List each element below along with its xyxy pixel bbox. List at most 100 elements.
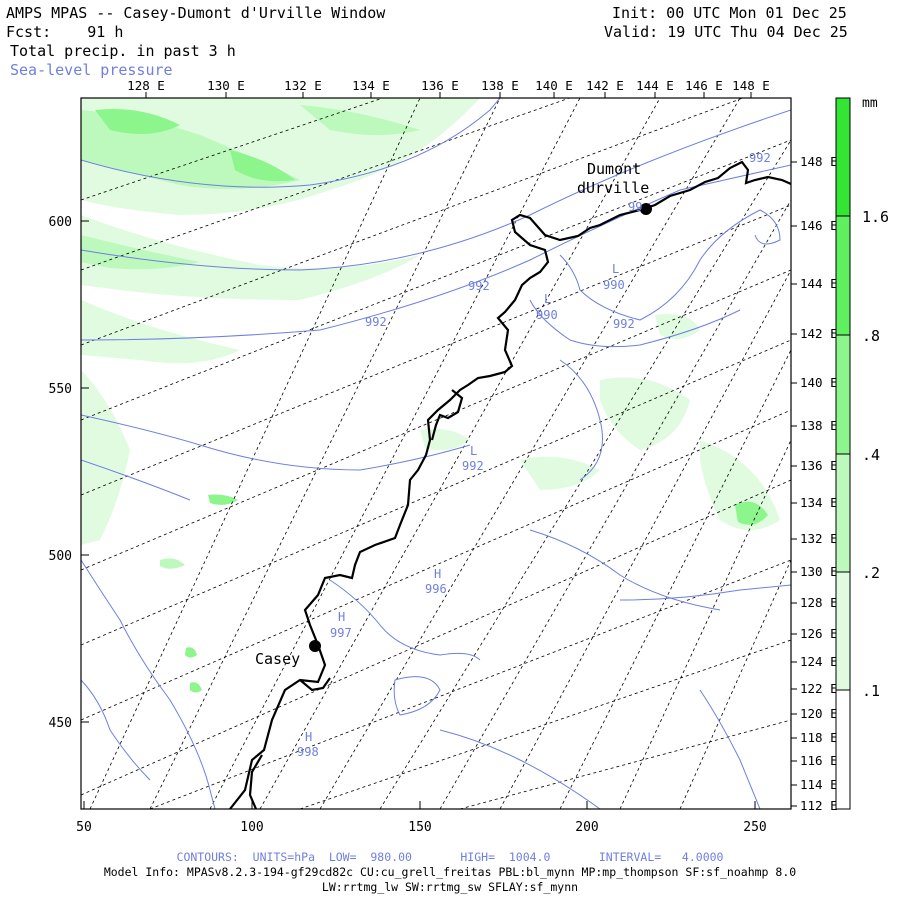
- overlay-name: Sea-level pressure: [10, 61, 173, 79]
- lon-top-label: 128 E: [127, 78, 165, 93]
- contour-label: 997: [330, 626, 352, 640]
- map-frame: [80, 97, 792, 810]
- stations: Dumont dUrville Casey: [255, 160, 652, 668]
- lon-right-label: 124 E: [800, 654, 838, 669]
- lon-right-label: 148 E: [800, 154, 838, 169]
- lon-right-label: 140 E: [800, 375, 838, 390]
- map-title: AMPS MPAS -- Casey-Dumont d'Urville Wind…: [6, 4, 386, 22]
- parallel-line: [81, 339, 791, 646]
- lon-right-label: 122 E: [800, 681, 838, 696]
- station-label-durville: dUrville: [577, 179, 649, 197]
- center-marker: L: [544, 292, 551, 306]
- colorbar-swatch: [836, 572, 850, 690]
- lon-top-label: 148 E: [732, 78, 770, 93]
- center-marker: H: [338, 610, 345, 624]
- contour-label: 992: [468, 279, 490, 293]
- field-name: Total precip. in past 3 h: [10, 42, 236, 60]
- lon-right-label: 114 E: [800, 777, 838, 792]
- lon-top-label: 134 E: [352, 78, 390, 93]
- contour-label: 992: [749, 151, 771, 165]
- lon-top-label: 146 E: [685, 78, 723, 93]
- meridian-line: [499, 269, 791, 809]
- y-tick-label: 550: [49, 382, 72, 397]
- station-dot-dumont: [640, 203, 652, 215]
- parallel-line: [149, 559, 791, 809]
- station-label-casey: Casey: [255, 650, 300, 668]
- lon-top-label: 136 E: [421, 78, 459, 93]
- axes: 50 100 150 200 250 450 500 550 600 128 E 130 E 132 …: [49, 78, 838, 835]
- lon-right-label: 146 E: [800, 218, 838, 233]
- lon-right-label: 112 E: [800, 798, 838, 813]
- model-info-physics: LW:rrtmg_lw SW:rrtmg_sw SFLAY:sf_mynn: [321, 880, 579, 894]
- lon-top-label: 142 E: [586, 78, 624, 93]
- contour-label: 992: [613, 317, 635, 331]
- contour-label: 992: [462, 459, 484, 473]
- contour-label: 99: [628, 200, 642, 214]
- meridian-line: [379, 139, 791, 809]
- meridian-line: [619, 439, 791, 809]
- lon-top-label: 132 E: [284, 78, 322, 93]
- colorbar-swatch: [836, 454, 850, 572]
- lon-right-label: 142 E: [800, 326, 838, 341]
- x-tick-label: 150: [408, 820, 431, 835]
- x-tick-label: 250: [743, 820, 766, 835]
- colorbar-swatch: [836, 690, 850, 809]
- forecast-hour: Fcst: 91 h: [6, 23, 124, 41]
- colorbar-unit: mm: [862, 96, 878, 111]
- lat-lon-grid: [81, 98, 791, 809]
- parallel-line: [81, 139, 791, 421]
- lon-right-label: 134 E: [800, 495, 838, 510]
- parallel-line: [81, 204, 791, 496]
- lon-right-label: 144 E: [800, 276, 838, 291]
- contour-labels: 992 992 992 992 99 990 990 992 996 997 9…: [297, 151, 771, 759]
- colorbar-label: .4: [862, 446, 880, 464]
- x-tick-label: 50: [76, 820, 92, 835]
- colorbar-swatch: [836, 98, 850, 216]
- parallel-line: [299, 639, 791, 809]
- station-label-dumont: Dumont: [587, 160, 641, 178]
- center-marker: H: [434, 567, 441, 581]
- lon-right-label: 116 E: [800, 753, 838, 768]
- colorbar-label: .2: [862, 564, 880, 582]
- x-tick-label: 100: [240, 820, 263, 835]
- colorbar-swatch: [836, 216, 850, 335]
- lon-right-label: 118 E: [800, 730, 838, 745]
- lon-right-label: 136 E: [800, 458, 838, 473]
- lon-right-label: 128 E: [800, 595, 838, 610]
- lon-right-label: 120 E: [800, 706, 838, 721]
- lon-right-label: 132 E: [800, 531, 838, 546]
- contour-label: 990: [536, 308, 558, 322]
- station-dot-casey: [309, 640, 321, 652]
- y-tick-label: 600: [49, 215, 72, 230]
- pressure-contours: [81, 98, 791, 809]
- colorbar-label: 1.6: [862, 208, 889, 226]
- meridian-line: [149, 98, 501, 809]
- lon-top-label: 138 E: [481, 78, 519, 93]
- lon-top-label: 130 E: [207, 78, 245, 93]
- meridian-line: [89, 98, 421, 809]
- contour-label: 992: [365, 315, 387, 329]
- x-tick-label: 200: [575, 820, 598, 835]
- center-marker: H: [305, 730, 312, 744]
- y-tick-label: 500: [49, 549, 72, 564]
- contour-label: 990: [603, 278, 625, 292]
- colorbar-label: .8: [862, 327, 880, 345]
- model-info: Model Info: MPASv8.2.3-194-gf29cd82c CU:…: [103, 865, 797, 879]
- lon-right-label: 130 E: [800, 564, 838, 579]
- meridian-line: [259, 98, 661, 809]
- colorbar-swatch: [836, 335, 850, 454]
- contour-label: 998: [297, 745, 319, 759]
- lon-right-label: 138 E: [800, 418, 838, 433]
- init-time: Init: 00 UTC Mon 01 Dec 25: [612, 4, 847, 22]
- map-area: [81, 98, 791, 809]
- precip-shading: [81, 98, 780, 693]
- valid-time: Valid: 19 UTC Thu 04 Dec 25: [604, 23, 848, 41]
- parallel-line: [81, 269, 791, 571]
- y-tick-label: 450: [49, 716, 72, 731]
- lon-top-label: 144 E: [636, 78, 674, 93]
- lon-top-label: 140 E: [535, 78, 573, 93]
- lon-right-label: 126 E: [800, 626, 838, 641]
- contour-info: CONTOURS: UNITS=hPa LOW= 980.00 HIGH= 10…: [176, 850, 724, 864]
- center-marker: L: [612, 262, 619, 276]
